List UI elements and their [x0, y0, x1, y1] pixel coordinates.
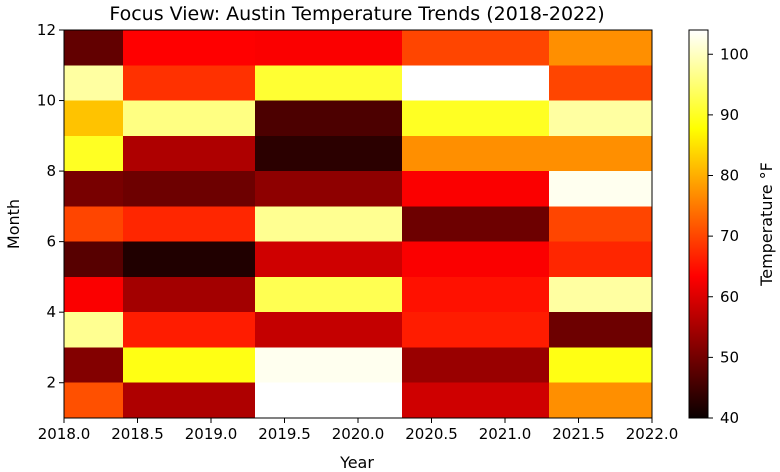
y-tick-label: 12 — [37, 21, 56, 39]
heatmap-cell — [122, 312, 256, 348]
x-tick-label: 2022.0 — [626, 425, 679, 443]
heatmap-cell — [402, 171, 550, 207]
colorbar-tick-label: 40 — [720, 409, 739, 427]
x-tick-label: 2018.0 — [38, 425, 91, 443]
heatmap-cell — [255, 30, 403, 66]
y-tick-label: 6 — [46, 233, 56, 251]
heatmap-cell — [122, 347, 256, 383]
heatmap-cell — [255, 382, 403, 418]
y-axis-label: Month — [4, 199, 23, 249]
colorbar-tick-label: 80 — [720, 167, 739, 185]
heatmap-cells — [64, 30, 652, 418]
heatmap-cell — [402, 241, 550, 277]
heatmap-cell — [549, 206, 652, 242]
colorbar — [688, 29, 709, 419]
heatmap-cell — [122, 241, 256, 277]
heatmap-cell — [549, 30, 652, 66]
heatmap-cell — [402, 100, 550, 136]
heatmap-cell — [255, 312, 403, 348]
heatmap-cell — [402, 206, 550, 242]
heatmap-cell — [122, 382, 256, 418]
heatmap-cell — [549, 347, 652, 383]
heatmap-cell — [255, 135, 403, 172]
heatmap-cell — [402, 65, 550, 101]
heatmap-cell — [64, 30, 123, 66]
heatmap-cell — [122, 276, 256, 313]
heatmap-cell — [64, 276, 123, 313]
colorbar-tick-label: 60 — [720, 288, 739, 306]
heatmap-cell — [549, 65, 652, 101]
heatmap-cell — [122, 171, 256, 207]
x-tick-label: 2020.0 — [332, 425, 385, 443]
heatmap-cell — [64, 135, 123, 172]
colorbar-ticks: 40 50 60 70 80 90 100 — [708, 45, 749, 427]
heatmap-cell — [255, 206, 403, 242]
heatmap-cell — [549, 135, 652, 172]
heatmap-cell — [122, 30, 256, 66]
heatmap-cell — [122, 100, 256, 136]
x-tick-label: 2021.0 — [479, 425, 532, 443]
heatmap-cell — [64, 100, 123, 136]
heatmap-cell — [64, 65, 123, 101]
x-tick-label: 2018.5 — [111, 425, 164, 443]
heatmap-cell — [64, 171, 123, 207]
x-axis-label: Year — [339, 453, 374, 472]
heatmap-cell — [122, 135, 256, 172]
chart-title: Focus View: Austin Temperature Trends (2… — [109, 3, 604, 25]
colorbar-tick-label: 100 — [720, 45, 749, 63]
heatmap-cell — [549, 241, 652, 277]
x-tick-label: 2020.5 — [405, 425, 458, 443]
heatmap-cell — [255, 241, 403, 277]
heatmap-cell — [402, 135, 550, 172]
x-tick-label: 2019.0 — [185, 425, 238, 443]
x-axis-ticks: 2018.0 2018.5 2019.0 2019.5 2020.0 2020.5 2021… — [38, 418, 679, 443]
colorbar-tick-label: 70 — [720, 227, 739, 245]
heatmap-cell — [255, 347, 403, 383]
y-tick-label: 4 — [46, 303, 56, 321]
colorbar-label: Temperature °F — [757, 162, 776, 287]
heatmap-cell — [549, 382, 652, 418]
y-tick-label: 10 — [37, 92, 56, 110]
heatmap-cell — [122, 65, 256, 101]
heatmap-cell — [255, 171, 403, 207]
heatmap-cell — [549, 276, 652, 313]
y-axis-ticks: 2 4 6 8 10 12 — [37, 21, 64, 392]
heatmap-cell — [402, 30, 550, 66]
heatmap-cell — [402, 312, 550, 348]
heatmap-cell — [402, 382, 550, 418]
heatmap-cell — [255, 100, 403, 136]
heatmap-cell — [64, 347, 123, 383]
heatmap-cell — [64, 241, 123, 277]
heatmap-cell — [255, 276, 403, 313]
heatmap-cell — [549, 100, 652, 136]
x-tick-label: 2019.5 — [258, 425, 311, 443]
heatmap-cell — [64, 382, 123, 418]
heatmap-cell — [64, 206, 123, 242]
heatmap-cell — [402, 276, 550, 313]
y-tick-label: 2 — [46, 374, 56, 392]
heatmap-cell — [549, 312, 652, 348]
x-tick-label: 2021.5 — [552, 425, 605, 443]
colorbar-tick-label: 50 — [720, 348, 739, 366]
heatmap-cell — [549, 171, 652, 207]
heatmap-cell — [122, 206, 256, 242]
colorbar-tick-label: 90 — [720, 106, 739, 124]
heatmap-cell — [64, 312, 123, 348]
y-tick-label: 8 — [46, 162, 56, 180]
heatmap-cell — [255, 65, 403, 101]
heatmap-cell — [402, 347, 550, 383]
